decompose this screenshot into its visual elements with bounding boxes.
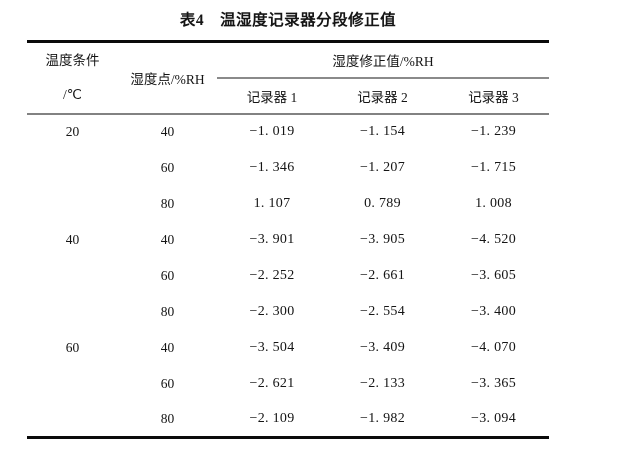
cell-recorder1-correction: −3. 901 (249, 231, 295, 247)
cell-recorder1-correction: −2. 300 (249, 303, 295, 319)
cell-recorder3-correction: −4. 070 (471, 339, 516, 355)
cell-recorder2-correction: −1. 154 (360, 124, 405, 139)
cell-recorder3-correction: −3. 605 (471, 267, 516, 283)
header-recorder-3: 记录器 3 (438, 77, 549, 115)
header-recorder-2: 记录器 2 (327, 77, 438, 115)
header-temperature-condition-line1: 温度条件 (45, 52, 100, 68)
cell-recorder2-correction: −2. 554 (360, 303, 405, 319)
table-row: 60 −2. 252 −2. 661 −3. 605 (27, 258, 549, 294)
table-caption-title: 温湿度记录器分段修正值 (220, 12, 397, 29)
cell-recorder2-correction: −3. 409 (360, 339, 405, 355)
header-temperature-condition-unit: /℃ (63, 86, 82, 102)
cell-recorder1-correction: −3. 504 (249, 339, 295, 355)
table-row: 80 1. 107 0. 789 1. 008 (27, 186, 549, 222)
table-row: 60 40 −3. 504 −3. 409 −4. 070 (27, 330, 549, 366)
table-header: 温度条件 /℃ 湿度点/%RH 湿度修正值/%RH 记录器 1 记录器 2 记录… (27, 41, 549, 115)
table-row: 80 −2. 300 −2. 554 −3. 400 (27, 294, 549, 330)
cell-humidity-point: 40 (160, 339, 175, 355)
cell-recorder3-correction: 1. 008 (475, 195, 512, 211)
cell-recorder1-correction: −1. 019 (249, 124, 295, 139)
cell-temperature (27, 366, 118, 402)
table-row: 80 −2. 109 −1. 982 −3. 094 (27, 402, 549, 438)
cell-humidity-point: 40 (160, 231, 175, 247)
cell-temperature (27, 150, 118, 186)
cell-recorder3-correction: −1. 239 (471, 124, 516, 139)
cell-recorder2-correction: −1. 207 (360, 159, 405, 175)
cell-humidity-point: 60 (160, 375, 175, 391)
cell-temperature: 60 (65, 339, 80, 355)
cell-recorder1-correction: −2. 621 (249, 375, 295, 391)
cell-recorder2-correction: −2. 133 (360, 375, 405, 391)
cell-recorder3-correction: −1. 715 (471, 159, 516, 175)
table-body: 20 40 −1. 019 −1. 154 −1. 239 60 −1. 346… (27, 114, 549, 438)
table-row: 60 −2. 621 −2. 133 −3. 365 (27, 366, 549, 402)
cell-recorder2-correction: −2. 661 (360, 267, 405, 283)
table-row: 20 40 −1. 019 −1. 154 −1. 239 (27, 114, 549, 150)
header-humidity-point: 湿度点/%RH (118, 41, 217, 115)
cell-temperature (27, 402, 118, 438)
cell-recorder2-correction: −3. 905 (360, 231, 405, 247)
cell-recorder3-correction: −3. 094 (471, 410, 516, 426)
table-row: 60 −1. 346 −1. 207 −1. 715 (27, 150, 549, 186)
header-recorder-1: 记录器 1 (217, 77, 327, 115)
cell-temperature (27, 186, 118, 222)
cell-recorder2-correction: −1. 982 (360, 410, 405, 426)
cell-humidity-point: 60 (160, 267, 175, 283)
cell-recorder3-correction: −3. 365 (471, 375, 516, 391)
cell-recorder1-correction: −2. 252 (249, 267, 295, 283)
cell-recorder1-correction: 1. 107 (253, 195, 291, 211)
cell-recorder1-correction: −2. 109 (249, 410, 295, 426)
cell-recorder3-correction: −4. 520 (471, 231, 516, 247)
cell-humidity-point: 80 (160, 410, 175, 426)
cell-recorder2-correction: 0. 789 (364, 195, 401, 211)
cell-temperature (27, 258, 118, 294)
cell-humidity-point: 80 (160, 303, 175, 319)
header-temperature-condition: 温度条件 /℃ (27, 41, 118, 115)
correction-table: 温度条件 /℃ 湿度点/%RH 湿度修正值/%RH 记录器 1 记录器 2 记录… (27, 40, 549, 439)
table-caption: 表4 温湿度记录器分段修正值 (27, 0, 549, 38)
table-row: 40 40 −3. 901 −3. 905 −4. 520 (27, 222, 549, 258)
cell-humidity-point: 80 (160, 195, 175, 211)
header-humidity-correction-group: 湿度修正值/%RH (217, 41, 549, 79)
table-caption-label: 表4 (179, 12, 205, 29)
cell-humidity-point: 40 (160, 124, 175, 139)
cell-recorder3-correction: −3. 400 (471, 303, 516, 319)
cell-temperature: 40 (65, 231, 80, 247)
cell-recorder1-correction: −1. 346 (249, 159, 295, 175)
cell-temperature (27, 294, 118, 330)
cell-temperature: 20 (65, 124, 80, 139)
cell-humidity-point: 60 (160, 159, 175, 175)
